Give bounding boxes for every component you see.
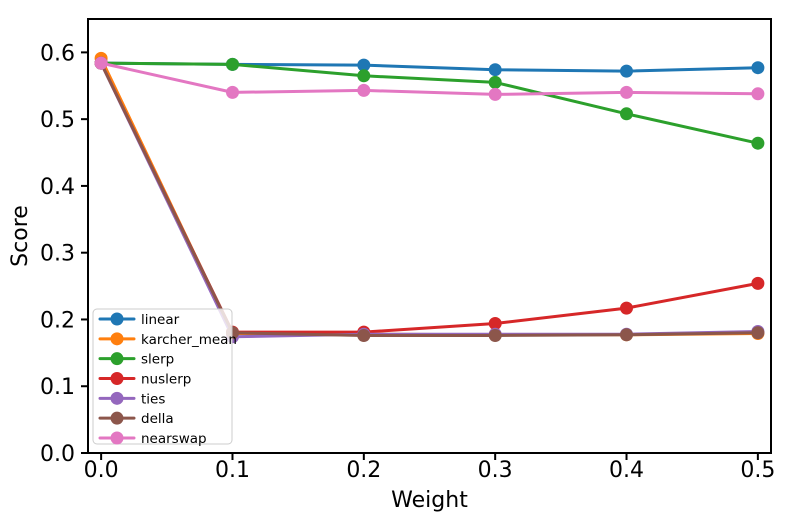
legend-item-karcher_mean: karcher_mean <box>98 332 237 348</box>
legend-item-nuslerp: nuslerp <box>98 372 191 388</box>
series-marker-nuslerp <box>488 317 502 330</box>
legend-item-ties: ties <box>98 391 165 407</box>
legend-label: linear <box>141 312 180 328</box>
series-marker-nearswap <box>488 87 502 101</box>
series-line-nuslerp <box>99 61 760 334</box>
y-tick-label: 0.3 <box>40 242 75 267</box>
series-line-nearswap <box>99 61 760 96</box>
legend-label: nearswap <box>141 431 207 447</box>
x-tick-label: 0.1 <box>215 458 250 483</box>
series-marker-nearswap <box>620 85 633 99</box>
axis-labels: 0.0 0.1 0.2 0.3 0.4 0.5 0.0 0.1 0.2 0.3 0.4 0.5 0.6 W… <box>8 41 775 513</box>
series-marker-linear <box>357 58 371 72</box>
y-tick-label: 0.2 <box>40 308 75 333</box>
data-series <box>94 51 765 344</box>
series-marker-nuslerp <box>751 276 765 290</box>
legend-item-della: della <box>98 411 174 427</box>
legend-marker <box>110 391 124 405</box>
series-line-karcher_mean <box>99 56 760 337</box>
legend-item-nearswap: nearswap <box>98 431 207 447</box>
series-marker-linear <box>751 61 765 75</box>
series-line-slerp <box>99 61 760 145</box>
legend-item-linear: linear <box>98 312 180 328</box>
axis-ticks <box>81 51 759 460</box>
series-line-ties <box>99 61 760 339</box>
series-marker-nearswap <box>357 83 371 97</box>
series-marker-della <box>357 329 371 342</box>
y-tick-label: 0.0 <box>40 442 75 467</box>
legend-marker <box>110 332 124 346</box>
series-marker-linear <box>488 63 502 77</box>
y-axis-title: Score <box>8 205 33 267</box>
x-tick-label: 0.0 <box>84 458 119 483</box>
legend-box <box>92 308 233 445</box>
series-line-della <box>99 61 760 337</box>
series-marker-slerp <box>488 75 502 89</box>
series-marker-della <box>488 329 502 342</box>
legend-label: della <box>141 411 174 427</box>
series-marker-slerp <box>357 69 371 83</box>
series-marker-slerp <box>620 107 633 121</box>
legend-label: slerp <box>141 352 174 368</box>
y-tick-label: 0.6 <box>40 41 75 66</box>
x-tick-label: 0.5 <box>740 458 775 483</box>
series-marker-nuslerp <box>620 301 633 315</box>
legend-label: nuslerp <box>141 372 191 388</box>
series-marker-della <box>751 326 765 340</box>
legend-label: ties <box>141 391 165 407</box>
series-marker-nearswap <box>226 85 239 99</box>
y-tick-label: 0.5 <box>40 108 75 133</box>
plot-border <box>87 18 772 454</box>
series-marker-nearswap <box>751 87 765 101</box>
legend-marker <box>110 431 124 445</box>
plot-spines <box>87 18 772 454</box>
series-marker-nearswap <box>94 56 108 70</box>
series-marker-slerp <box>226 57 239 71</box>
series-marker-slerp <box>751 136 765 150</box>
x-tick-label: 0.4 <box>609 458 644 483</box>
legend-marker <box>110 411 124 425</box>
x-tick-label: 0.2 <box>346 458 381 483</box>
y-tick-label: 0.1 <box>40 375 75 400</box>
series-marker-della <box>620 328 633 342</box>
legend-label: karcher_mean <box>141 332 237 348</box>
y-tick-label: 0.4 <box>40 175 75 200</box>
series-marker-linear <box>620 64 633 78</box>
legend-item-slerp: slerp <box>98 352 174 368</box>
x-tick-label: 0.3 <box>478 458 513 483</box>
legend-marker <box>110 312 124 326</box>
x-axis-title: Weight <box>391 488 468 513</box>
legend-marker <box>110 372 124 385</box>
legend-marker <box>110 352 124 366</box>
